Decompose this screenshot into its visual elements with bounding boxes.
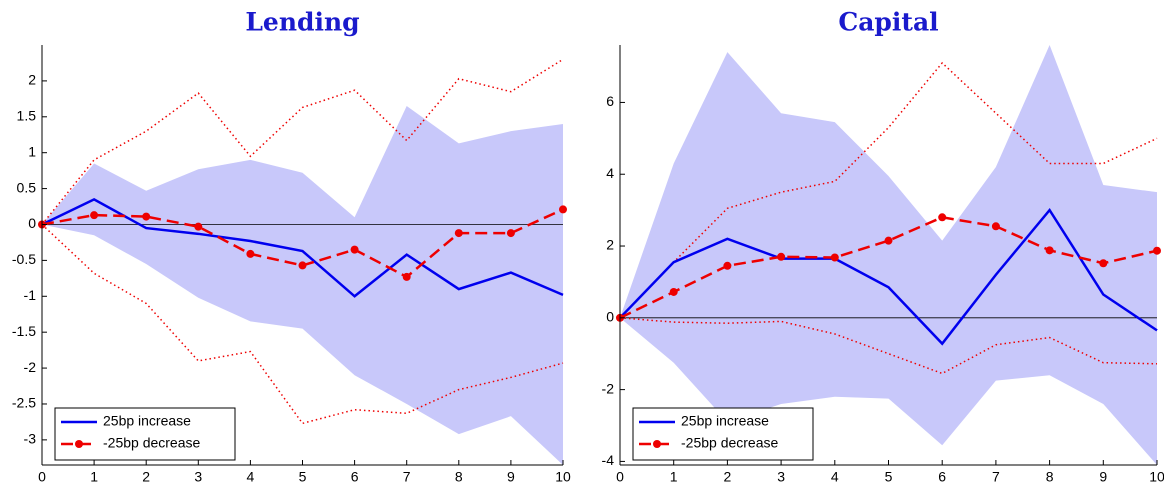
- x-tick-label: 1: [670, 469, 678, 485]
- y-tick-label: 4: [606, 165, 614, 181]
- panel: Lending 2 1.5 1 0.5 0 -0.5 -1 -1.5 -2 -2.5 -3 0 1 2 3 4 5…: [12, 8, 571, 485]
- x-tick-label: 9: [507, 469, 515, 485]
- y-tick-label: 0: [28, 215, 36, 231]
- y-tick-label: -3: [24, 431, 37, 447]
- chart-title: Capital: [838, 8, 938, 37]
- series-marker: [830, 253, 839, 262]
- series-marker: [669, 287, 678, 296]
- legend: 25bp increase -25bp decrease: [54, 407, 236, 461]
- series-marker: [142, 212, 151, 221]
- legend-box: [632, 407, 814, 461]
- series-marker: [246, 249, 255, 258]
- legend-label: -25bp decrease: [103, 435, 201, 451]
- series-marker: [991, 222, 1000, 231]
- series-marker: [90, 211, 99, 220]
- legend-box: [54, 407, 236, 461]
- legend-label: 25bp increase: [103, 413, 191, 429]
- series-marker: [559, 205, 567, 214]
- x-tick-label: 3: [194, 469, 202, 485]
- y-tick-label: 2: [606, 237, 614, 253]
- series-marker: [194, 222, 203, 231]
- y-tick-label: -2: [602, 380, 615, 396]
- y-tick-label: 1: [28, 143, 36, 159]
- legend: 25bp increase -25bp decrease: [632, 407, 814, 461]
- confidence-band: [42, 106, 563, 466]
- x-tick-label: 4: [831, 469, 839, 485]
- series-line: [619, 208, 1158, 346]
- series-marker: [454, 229, 463, 238]
- legend-marker: [75, 440, 83, 448]
- bound-line: [41, 223, 564, 425]
- series-marker: [938, 213, 947, 222]
- legend-marker: [653, 440, 661, 448]
- series-marker: [506, 229, 515, 238]
- y-tick-label: 0: [606, 309, 614, 325]
- y-tick-label: -1.5: [12, 323, 36, 339]
- y-tick-label: 2: [28, 72, 36, 88]
- chart-title: Lending: [245, 8, 359, 37]
- x-tick-label: 1: [90, 469, 98, 485]
- y-tick-label: 6: [606, 93, 614, 109]
- x-tick-label: 9: [1099, 469, 1107, 485]
- x-tick-label: 6: [938, 469, 946, 485]
- series-marker: [1099, 259, 1108, 268]
- y-tick-label: -2.5: [12, 395, 36, 411]
- y-tick-label: -0.5: [12, 251, 36, 267]
- y-tick-label: -4: [602, 452, 615, 468]
- x-tick-label: 4: [247, 469, 255, 485]
- x-tick-label: 10: [555, 469, 571, 485]
- series-marker: [884, 236, 893, 245]
- confidence-band: [620, 45, 1157, 465]
- x-tick-label: 7: [403, 469, 411, 485]
- series-marker: [723, 261, 732, 270]
- y-tick-label: -2: [24, 359, 37, 375]
- series-marker: [1153, 246, 1161, 255]
- x-tick-label: 2: [142, 469, 150, 485]
- x-tick-label: 0: [616, 469, 624, 485]
- y-tick-label: 1.5: [17, 107, 37, 123]
- bound-line: [41, 58, 564, 225]
- series-line: [619, 216, 1158, 319]
- legend-label: -25bp decrease: [681, 435, 779, 451]
- x-tick-label: 2: [724, 469, 732, 485]
- x-tick-label: 8: [1046, 469, 1054, 485]
- x-tick-label: 5: [885, 469, 893, 485]
- x-tick-label: 3: [777, 469, 785, 485]
- x-tick-label: 10: [1149, 469, 1164, 485]
- series-marker: [1045, 246, 1054, 255]
- x-tick-label: 5: [299, 469, 307, 485]
- y-tick-label: -1: [24, 287, 37, 303]
- x-tick-label: 7: [992, 469, 1000, 485]
- legend-label: 25bp increase: [681, 413, 769, 429]
- y-tick-label: 0.5: [17, 179, 37, 195]
- x-tick-label: 0: [38, 469, 46, 485]
- series-marker: [298, 261, 307, 270]
- series-marker: [402, 272, 411, 281]
- series-marker: [350, 245, 359, 254]
- x-tick-label: 6: [351, 469, 359, 485]
- series-line: [41, 197, 564, 298]
- series-marker: [777, 252, 786, 261]
- x-tick-label: 8: [455, 469, 463, 485]
